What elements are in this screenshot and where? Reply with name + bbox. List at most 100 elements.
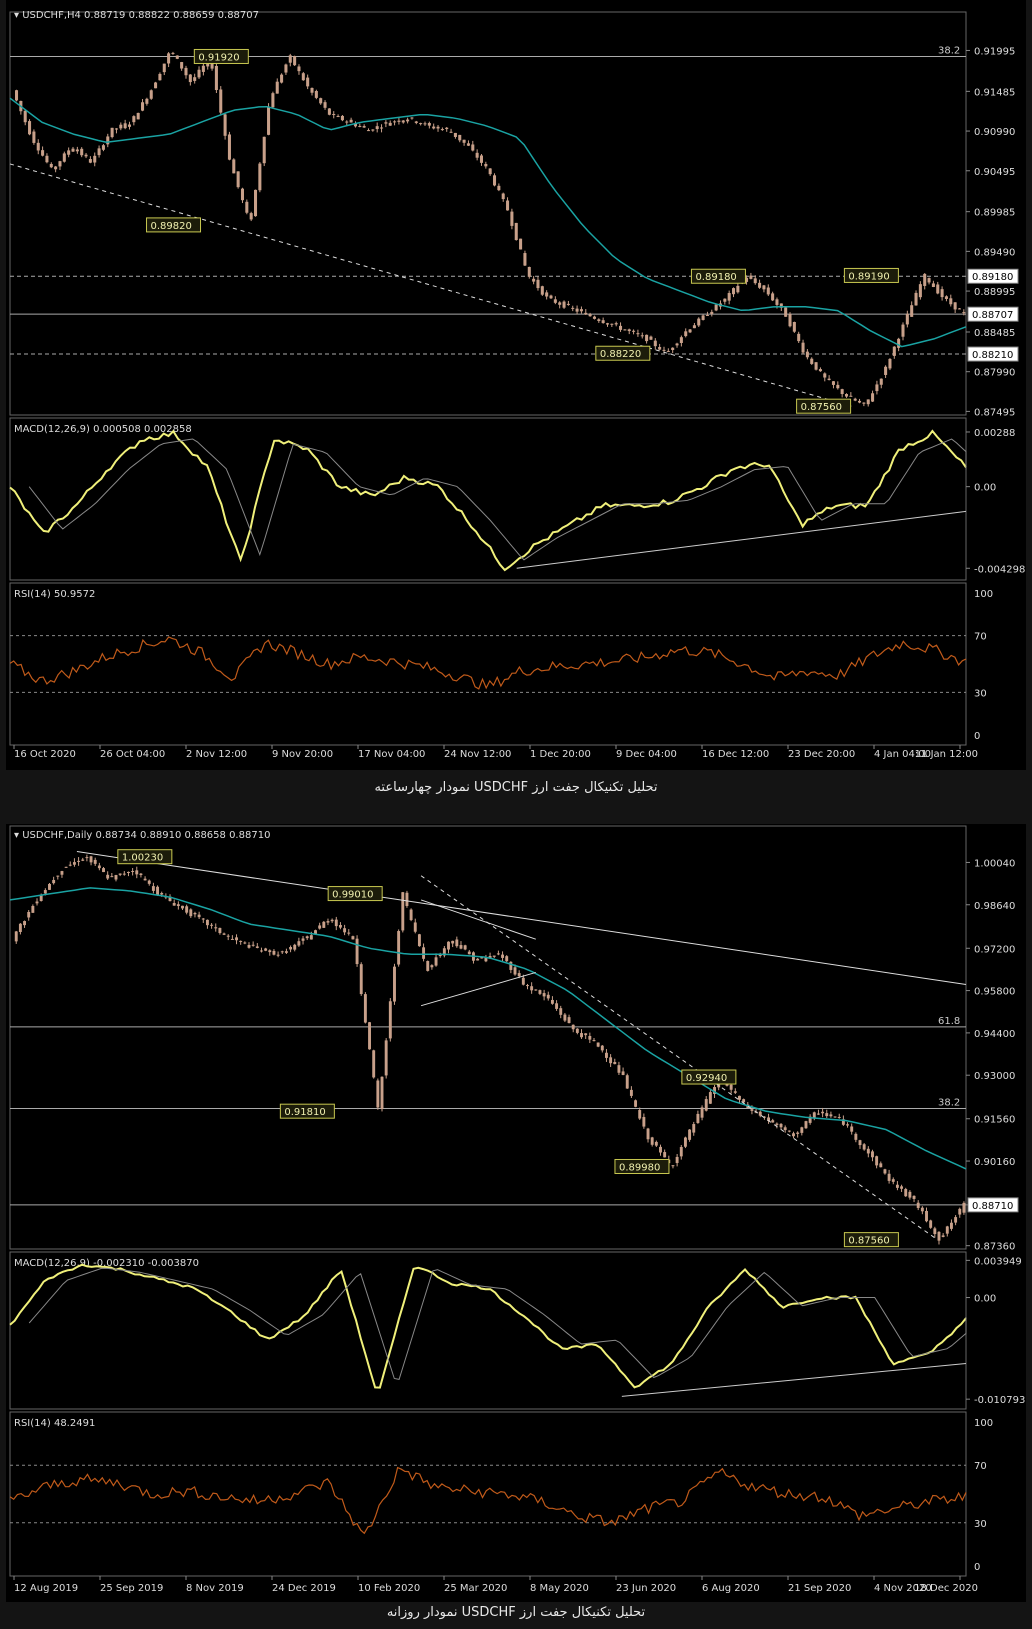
level-price-label: 0.88707 — [972, 310, 1013, 321]
candle-body — [679, 1147, 683, 1157]
price-annotation-label: 0.99010 — [332, 890, 373, 901]
x-tick-label: 25 Mar 2020 — [444, 1583, 507, 1594]
candle-body — [359, 964, 363, 995]
candle-body — [154, 82, 158, 89]
candle-body — [426, 961, 430, 971]
price-annotation-label: 0.92940 — [686, 1073, 727, 1084]
candle-body — [530, 986, 534, 991]
candle-body — [445, 127, 449, 130]
candle-body — [801, 342, 805, 353]
x-tick-label: 8 May 2020 — [530, 1583, 589, 1594]
candle-body — [526, 985, 529, 987]
candle-body — [106, 136, 110, 145]
candle-body — [766, 287, 770, 295]
candle-body — [619, 325, 623, 330]
rsi-label: RSI(14) 50.9572 — [14, 589, 95, 600]
h4-caption: تحلیل تکنیکال جفت ارز USDCHF نمودار چهار… — [374, 780, 658, 795]
candle-body — [605, 1052, 608, 1058]
candle-body — [488, 168, 492, 175]
candle-body — [158, 73, 162, 81]
candle-body — [466, 143, 470, 146]
x-tick-label: 11 Jan 12:00 — [915, 749, 978, 760]
candle-body — [275, 81, 279, 94]
candle-body — [322, 921, 326, 928]
macd-signal-line — [28, 1267, 967, 1380]
price-tick-label: 0.87990 — [974, 368, 1015, 379]
candle-body — [280, 951, 284, 953]
candle-body — [459, 945, 463, 949]
x-tick-label: 2 Nov 12:00 — [186, 749, 247, 760]
candle-body — [414, 121, 418, 123]
candle-body — [427, 123, 431, 126]
candle-body — [567, 1017, 571, 1024]
candle-body — [280, 74, 284, 83]
candle-body — [305, 936, 309, 939]
candle-body — [936, 284, 940, 294]
candle-body — [31, 905, 35, 913]
candle-body — [540, 286, 544, 295]
candle-body — [326, 921, 330, 923]
candle-body — [368, 1022, 371, 1050]
candle-body — [550, 999, 554, 1004]
candle-body — [85, 857, 89, 859]
x-tick-label: 24 Dec 2019 — [272, 1583, 336, 1594]
candle-body — [68, 864, 72, 866]
candle-body — [453, 132, 457, 137]
candle-body — [866, 399, 870, 405]
candle-body — [787, 1130, 791, 1132]
candle-body — [610, 323, 614, 325]
candle-body — [704, 1099, 708, 1111]
price-tick-label: 0.88995 — [974, 287, 1015, 298]
candle-body — [110, 876, 114, 878]
candle-body — [353, 123, 357, 127]
candle-body — [891, 1179, 895, 1182]
candle-body — [575, 308, 579, 312]
candle-body — [84, 154, 88, 157]
candle-body — [779, 303, 783, 308]
rsi-line — [9, 636, 967, 690]
candle-body — [64, 866, 68, 868]
candle-body — [866, 1148, 870, 1154]
trendline-dashed — [420, 875, 938, 1241]
candle-body — [545, 292, 549, 297]
candle-body — [841, 1119, 845, 1125]
candle-body — [523, 253, 527, 266]
candle-body — [423, 123, 427, 125]
candle-body — [210, 61, 214, 69]
candle-body — [289, 947, 293, 950]
candle-body — [127, 871, 130, 873]
macd-tick-label: 0.00288 — [974, 428, 1015, 439]
candle-body — [679, 337, 683, 343]
candle-body — [771, 1120, 775, 1123]
candle-body — [810, 358, 814, 364]
candle-body — [422, 947, 426, 959]
macd-trendline — [516, 510, 967, 569]
candle-body — [49, 163, 53, 168]
candle-body — [675, 1156, 679, 1163]
candle-body — [897, 338, 901, 348]
candle-body — [700, 1107, 704, 1118]
candle-body — [887, 1173, 891, 1181]
candle-body — [879, 1163, 883, 1168]
candle-body — [240, 188, 245, 201]
candle-body — [330, 919, 334, 922]
candle-body — [243, 942, 247, 944]
x-tick-label: 9 Dec 04:00 — [616, 749, 677, 760]
candle-body — [475, 152, 479, 158]
level-price-box — [967, 306, 1019, 322]
candle-body — [293, 944, 297, 950]
candle-body — [436, 126, 440, 129]
candle-body — [480, 957, 484, 959]
price-tick-label: 0.89490 — [974, 247, 1015, 258]
candle-body — [742, 1099, 746, 1103]
candle-body — [506, 200, 510, 211]
candle-body — [362, 126, 366, 128]
candle-body — [127, 124, 132, 127]
candle-body — [688, 1129, 692, 1140]
candle-body — [908, 1191, 912, 1198]
candle-body — [284, 64, 288, 73]
candle-body — [188, 74, 192, 83]
candle-body — [871, 393, 875, 402]
candle-body — [662, 349, 666, 351]
daily-chart-block: ▾ USDCHF,Daily 0.88734 0.88910 0.88658 0… — [6, 824, 1026, 1602]
